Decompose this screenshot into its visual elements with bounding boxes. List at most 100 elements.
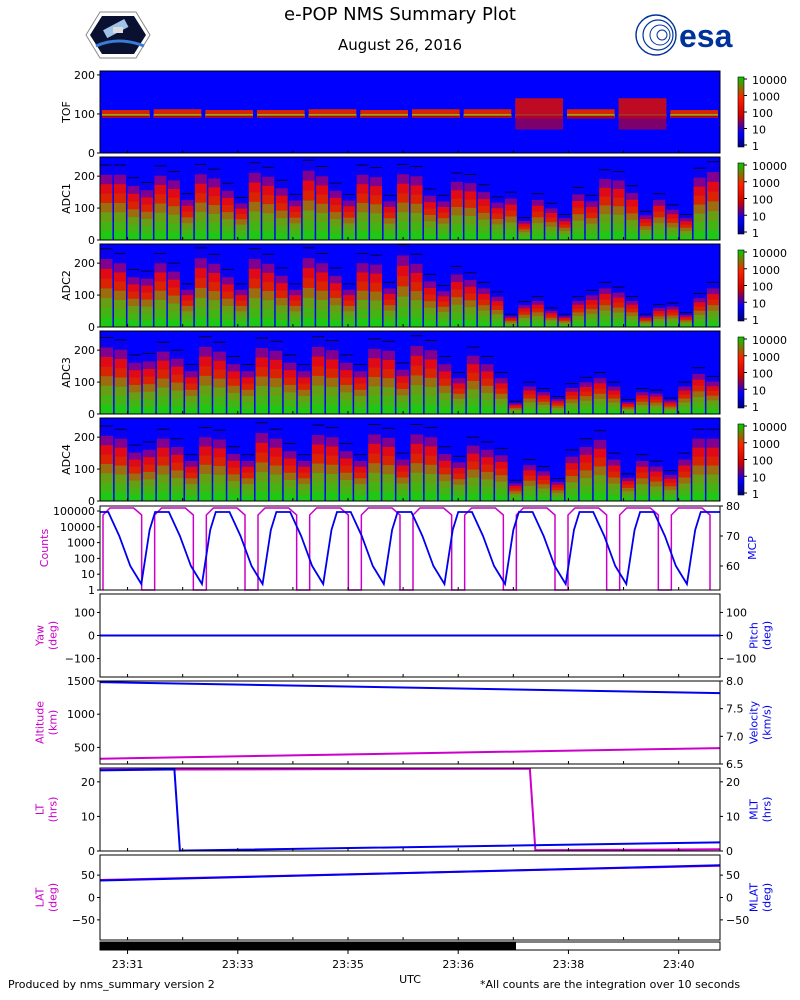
adc-bar-segment — [199, 404, 212, 415]
adc-bar-segment — [316, 212, 329, 223]
adc-bar-segment — [370, 194, 383, 205]
adc-bar-segment — [572, 323, 585, 328]
adc-bar-segment — [275, 225, 288, 234]
adc-bar-segment — [678, 402, 691, 407]
adc-bar-segment — [340, 391, 353, 400]
adc-bar-segment — [509, 498, 522, 502]
adc-bar-segment — [579, 462, 593, 471]
adc-bar-segment — [437, 206, 450, 213]
adc-bar-segment — [518, 301, 531, 306]
adc-bar-segment — [241, 407, 254, 415]
adc-bar-segment — [678, 471, 691, 478]
adc-bar-segment — [666, 309, 679, 313]
adc-bar-segment — [653, 307, 666, 311]
adc-bar-segment — [410, 394, 424, 405]
tof-band-upper — [360, 110, 408, 114]
adc-bar-segment — [289, 205, 302, 212]
adc-bar-segment — [302, 247, 315, 259]
adc-bar-segment — [509, 490, 522, 494]
adc-bar-segment — [692, 483, 705, 493]
adc-bar-segment — [437, 290, 450, 297]
adc-bar-segment — [423, 300, 436, 308]
y-tick-label: 0 — [88, 147, 95, 160]
adc-bar-segment — [221, 319, 234, 328]
adc-bar-segment — [680, 217, 693, 222]
y-tick-right-label: 8.0 — [726, 675, 744, 688]
adc-bar-segment — [666, 318, 679, 322]
adc-bar-segment — [495, 487, 508, 495]
adc-bar-segment — [356, 221, 369, 232]
adc-bar-segment — [664, 410, 677, 413]
adc-bar-segment — [612, 214, 625, 224]
adc-bar-segment — [128, 459, 142, 467]
adc-bar-segment — [269, 341, 283, 351]
adc-bar-segment — [607, 465, 621, 472]
adc-bar-segment — [537, 488, 550, 493]
adc-bar-segment — [706, 385, 719, 391]
adc-bar-segment — [329, 275, 342, 284]
adc-bar-segment — [639, 325, 652, 328]
y-tick-label: 100 — [74, 463, 95, 476]
y-tick-label: 10000 — [60, 521, 95, 534]
colorbar-tick-label: 10000 — [752, 421, 787, 434]
adc-bar-segment — [383, 304, 396, 311]
adc-bar-segment — [466, 453, 480, 462]
adc-bar-segment — [464, 286, 477, 294]
adc-bar-segment — [325, 427, 339, 438]
adc-bar-segment — [480, 493, 494, 502]
adc-bar-segment — [410, 404, 424, 415]
adc-bar-segment — [142, 449, 156, 458]
adc-bar-segment — [635, 407, 649, 412]
adc-bar-segment — [167, 231, 180, 241]
y-axis-label: ADC3 — [60, 357, 73, 388]
x-tick-label: 23:38 — [553, 958, 585, 971]
adc-bar-segment — [599, 213, 612, 223]
adc-bar-segment — [156, 360, 170, 370]
adc-bar-segment — [423, 233, 436, 241]
adc-bar-segment — [523, 402, 536, 407]
adc-bar-segment — [185, 460, 198, 467]
adc-bar-segment — [185, 383, 198, 390]
adc-bar-segment — [518, 317, 531, 322]
adc-bar-segment — [477, 184, 490, 193]
adc-bar-segment — [262, 221, 275, 232]
adc-bar-segment — [397, 202, 409, 213]
adc-bar-segment — [199, 491, 212, 502]
adc-bar-segment — [194, 183, 207, 194]
adc-bar-segment — [128, 452, 142, 460]
adc-bar-segment — [477, 282, 490, 289]
adc-bar-segment — [154, 184, 167, 195]
adc-bar-segment — [504, 192, 517, 199]
mlat-series — [99, 864, 721, 882]
adc-bar-segment — [185, 376, 198, 384]
adc-bar-segment — [504, 322, 517, 325]
adc-bar-segment — [208, 299, 221, 310]
adc-bar-segment — [181, 234, 194, 241]
adc-bar-segment — [397, 183, 409, 194]
adc-bar-segment — [551, 495, 564, 499]
adc-bar-segment — [100, 337, 114, 348]
adc-bar-segment — [572, 193, 585, 201]
adc-bar-segment — [464, 174, 477, 184]
adc-bar-segment — [621, 408, 635, 411]
adc-bar-segment — [113, 183, 126, 194]
adc-bar-segment — [316, 281, 329, 291]
adc-bar-segment — [181, 310, 194, 317]
adc-bar-segment — [626, 206, 639, 214]
adc-bar-segment — [269, 465, 283, 475]
adc-bar-segment — [626, 192, 639, 200]
adc-bar-segment — [466, 346, 480, 356]
adc-bar-segment — [504, 198, 517, 205]
adc-bar-segment — [491, 202, 504, 209]
adc-bar-segment — [437, 217, 450, 224]
colorbar-tick-label: 100 — [752, 107, 773, 120]
adc-bar-segment — [466, 445, 480, 454]
adc-bar-segment — [537, 391, 550, 396]
adc-bar-segment — [140, 218, 153, 227]
adc-bar-segment — [612, 317, 625, 323]
adc-bar-segment — [269, 447, 283, 457]
adc-bar-segment — [635, 404, 649, 409]
adc-bar-segment — [558, 217, 571, 222]
